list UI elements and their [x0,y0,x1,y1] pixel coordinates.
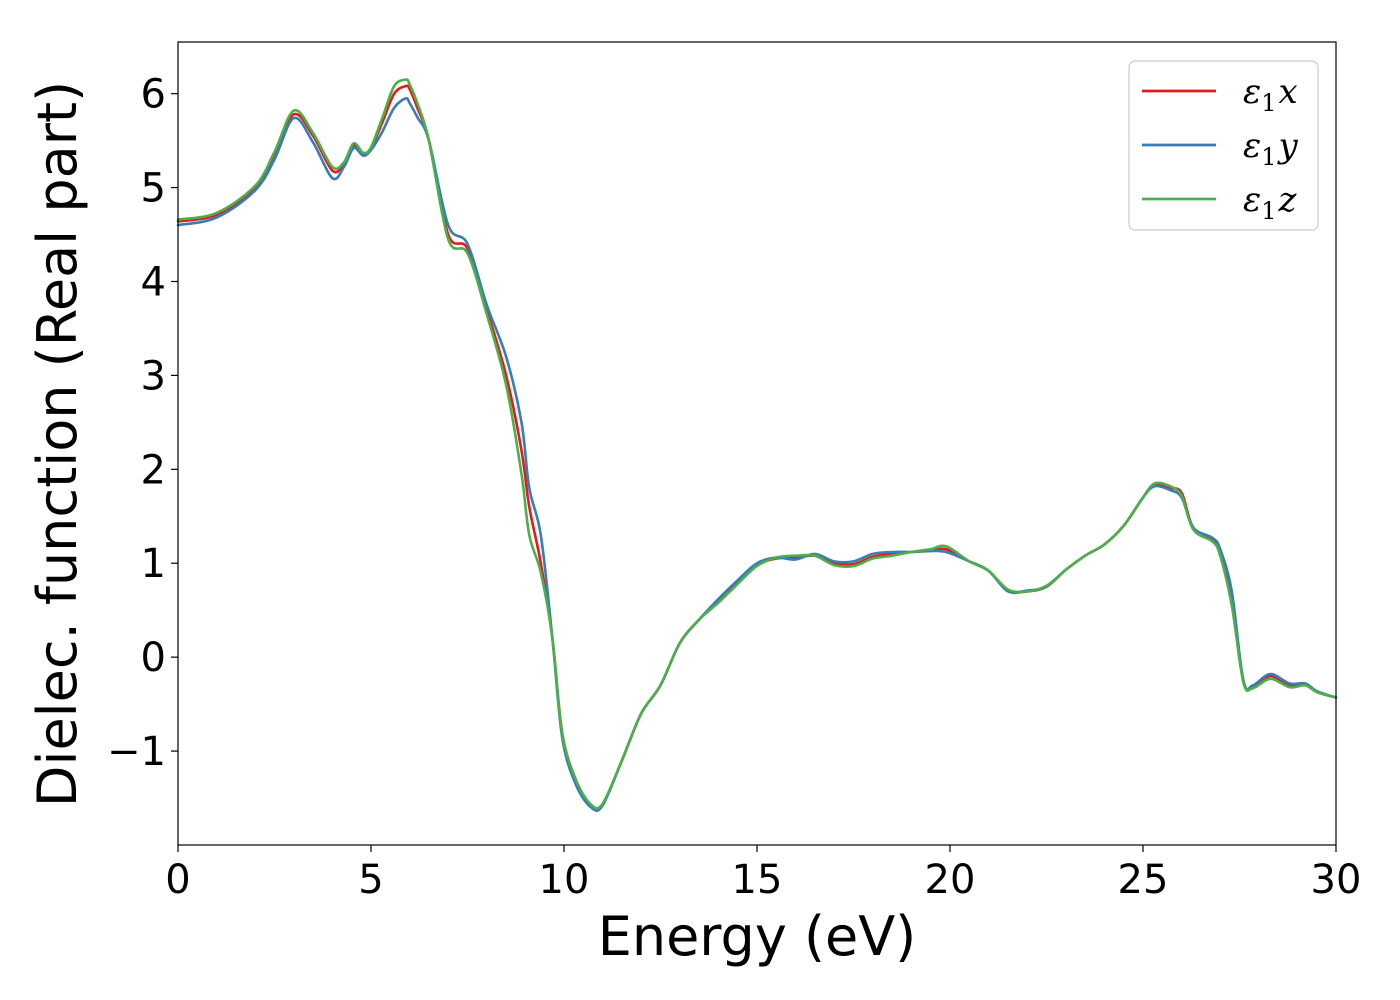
y-tick-label: 4 [141,259,166,305]
y-tick-label: 3 [141,353,166,399]
y-tick-label: 6 [141,72,166,118]
y-axis-ticks: −1 0 1 2 3 4 5 6 [107,72,178,775]
y-tick-label: −1 [107,729,166,775]
x-tick-label: 20 [925,857,976,903]
legend-box [1128,60,1319,231]
x-tick-label: 25 [1118,857,1169,903]
x-tick-label: 15 [732,857,783,903]
x-tick-label: 5 [358,857,383,903]
y-tick-label: 2 [141,447,166,493]
series-lines [176,78,1338,813]
series-line-eps1z [176,78,1338,810]
x-axis-ticks: 0 5 10 15 20 25 30 [165,845,1361,903]
x-tick-label: 30 [1311,857,1362,903]
y-tick-label: 0 [141,635,166,681]
legend-label-eps1y: ε1y [1243,126,1299,171]
x-tick-label: 0 [165,857,190,903]
legend-label-eps1z: ε1z [1243,180,1298,225]
x-axis-label: Energy (eV) [598,905,917,968]
x-tick-label: 10 [539,857,590,903]
legend-label-eps1x: ε1x [1243,72,1298,117]
y-tick-label: 1 [141,541,166,587]
series-line-eps1y [176,96,1338,813]
y-tick-label: 5 [141,166,166,212]
y-axis-label: Dielec. function (Real part) [26,81,89,807]
legend: ε1x ε1y ε1z [1128,60,1319,231]
